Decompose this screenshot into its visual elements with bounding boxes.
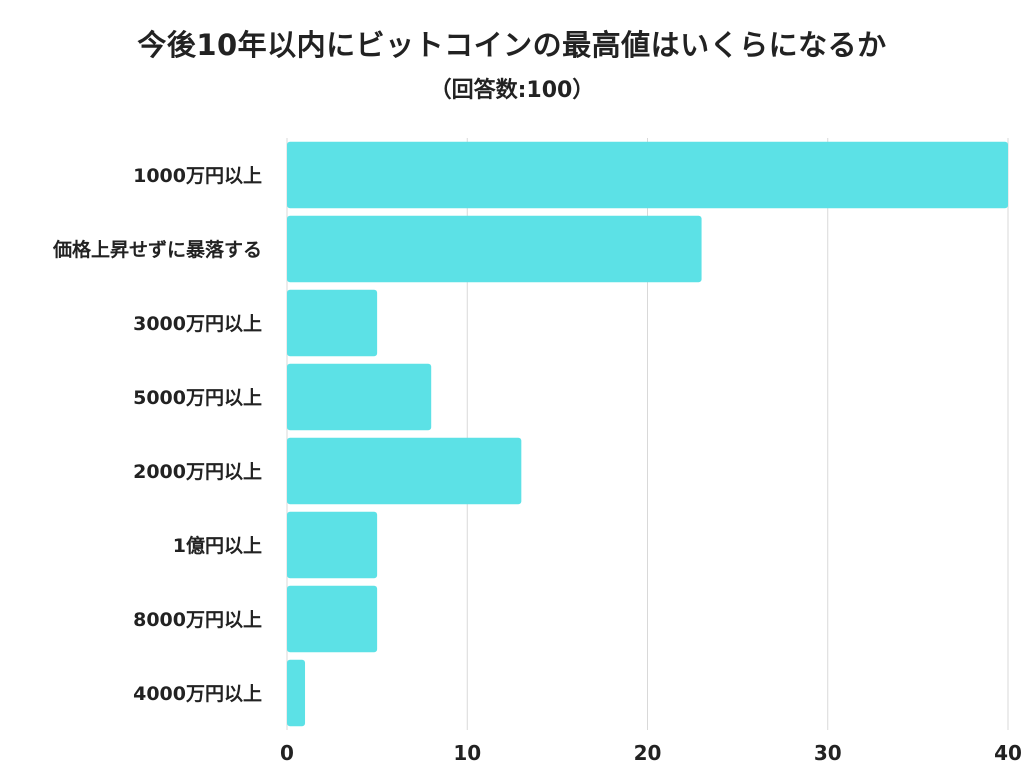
x-tick-label-40: 40 <box>994 741 1022 765</box>
bar-8 <box>287 659 306 727</box>
bar-6 <box>287 511 378 579</box>
x-tick-label-10: 10 <box>453 741 481 765</box>
bar-4 <box>287 363 432 431</box>
bar-5 <box>287 437 522 505</box>
category-label-3: 3000万円以上 <box>133 313 262 335</box>
category-label-7: 8000万円以上 <box>133 609 262 631</box>
bar-7 <box>287 585 378 653</box>
x-tick-label-30: 30 <box>814 741 842 765</box>
bar-3 <box>287 289 378 357</box>
category-label-2: 価格上昇せずに暴落する <box>52 238 262 261</box>
chart-subtitle: （回答数:100） <box>429 78 595 103</box>
x-tick-label-0: 0 <box>280 741 294 765</box>
category-label-4: 5000万円以上 <box>133 387 262 409</box>
x-tick-label-20: 20 <box>634 741 662 765</box>
bars <box>287 141 1008 727</box>
x-tick-labels: 0 10 20 30 40 <box>280 741 1022 765</box>
bar-2 <box>287 215 702 283</box>
category-label-6: 1億円以上 <box>173 534 262 557</box>
category-label-5: 2000万円以上 <box>133 461 262 483</box>
category-label-1: 1000万円以上 <box>133 165 262 187</box>
chart-title: 今後10年以内にビットコインの最高値はいくらになるか <box>137 28 887 62</box>
bar-1 <box>287 141 1008 209</box>
category-label-8: 4000万円以上 <box>133 683 262 705</box>
